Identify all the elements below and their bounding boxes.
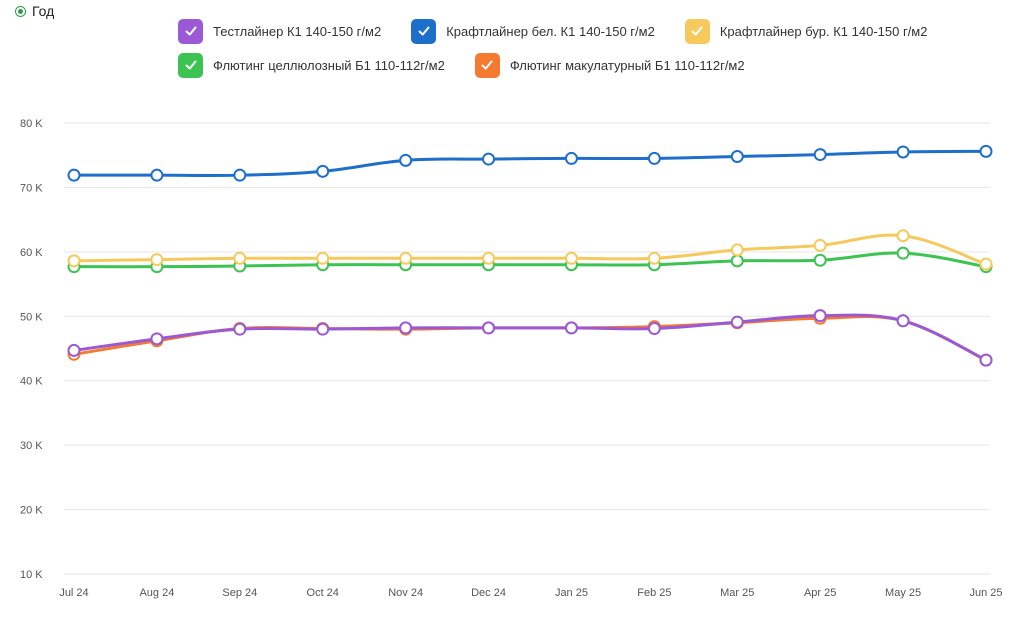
legend-item-fluting-cellulose[interactable]: Флютинг целлюлозный Б1 110-112г/м2 [178,52,445,78]
data-point [896,314,910,328]
x-tick-label: Jan 25 [555,587,588,599]
legend-label-fluting-cellulose: Флютинг целлюлозный Б1 110-112г/м2 [213,57,445,73]
data-point [896,229,910,243]
data-point [482,321,496,335]
series-line [72,313,988,362]
x-tick-label: Feb 25 [637,587,671,599]
data-point [730,254,744,268]
data-point [896,145,910,159]
x-tick-label: Apr 25 [804,587,836,599]
y-tick-label: 20 K [20,505,43,517]
data-point [67,168,81,182]
data-point [730,150,744,164]
x-tick-label: Aug 24 [139,587,174,599]
x-tick-label: Mar 25 [720,587,754,599]
data-point [399,251,413,265]
radio-icon [15,5,26,17]
x-tick-label: Dec 24 [471,587,506,599]
data-point [316,251,330,265]
data-point [233,168,247,182]
radio-selected-dot [18,8,23,14]
data-point [647,322,661,336]
data-point [564,251,578,265]
data-point [399,153,413,167]
legend-label-testliner: Тестлайнер К1 140-150 г/м2 [213,23,382,39]
x-tick-label: May 25 [885,587,921,599]
data-point [316,164,330,178]
data-point [896,246,910,260]
series-line [72,149,988,177]
data-point [813,253,827,267]
y-tick-label: 30 K [20,440,43,452]
data-point [564,321,578,335]
data-point [150,332,164,346]
data-point [979,353,993,367]
check-icon [474,52,500,78]
check-icon [178,52,203,78]
legend-label-fluting-recycled: Флютинг макулатурный Б1 110-112г/м2 [509,57,745,73]
x-tick-label: Oct 24 [307,587,339,599]
check-icon [684,18,710,44]
legend-label-kraftliner-brown: Крафтлайнер бур. К1 140-150 г/м2 [719,23,928,39]
data-point [730,315,744,329]
data-point [316,322,330,336]
series-line [72,251,988,269]
data-point [979,144,993,158]
check-icon [411,18,437,44]
y-tick-label: 60 K [20,247,43,259]
legend-label-kraftliner-white: Крафтлайнер бел. К1 140-150 г/м2 [446,23,655,39]
data-point [67,343,81,357]
data-point [150,253,164,267]
data-point [979,257,993,271]
data-point [647,151,661,165]
legend-row-2: Флютинг целлюлозный Б1 110-112г/м2 Флюти… [178,48,998,82]
series-line [72,233,988,266]
data-point [564,151,578,165]
x-tick-label: Nov 24 [388,587,423,599]
data-point [233,322,247,336]
data-point [150,168,164,182]
x-tick-label: Jun 25 [969,587,1002,599]
period-radio-year[interactable]: Год [15,3,54,19]
data-point [730,243,744,257]
data-point [813,238,827,252]
y-tick-label: 50 K [20,311,43,323]
y-tick-label: 80 K [20,118,43,130]
period-label: Год [32,3,55,19]
legend-item-testliner[interactable]: Тестлайнер К1 140-150 г/м2 [178,18,382,44]
data-point [482,251,496,265]
data-point [813,148,827,162]
legend-item-kraftliner-brown[interactable]: Крафтлайнер бур. К1 140-150 г/м2 [684,18,928,44]
x-tick-label: Jul 24 [59,587,88,599]
series-line [72,315,988,362]
chart-legend: Тестлайнер К1 140-150 г/м2 Крафтлайнер б… [178,14,998,82]
check-icon [178,18,203,44]
data-point [399,321,413,335]
data-point [482,152,496,166]
data-point [647,251,661,265]
y-tick-label: 10 K [20,569,43,581]
x-tick-label: Sep 24 [222,587,257,599]
legend-item-kraftliner-white[interactable]: Крафтлайнер бел. К1 140-150 г/м2 [411,18,655,44]
legend-row-1: Тестлайнер К1 140-150 г/м2 Крафтлайнер б… [178,14,998,48]
y-tick-label: 40 K [20,376,43,388]
legend-item-fluting-recycled[interactable]: Флютинг макулатурный Б1 110-112г/м2 [474,52,745,78]
data-point [233,251,247,265]
data-point [813,309,827,323]
y-tick-label: 70 K [20,182,43,194]
data-point [67,254,81,268]
